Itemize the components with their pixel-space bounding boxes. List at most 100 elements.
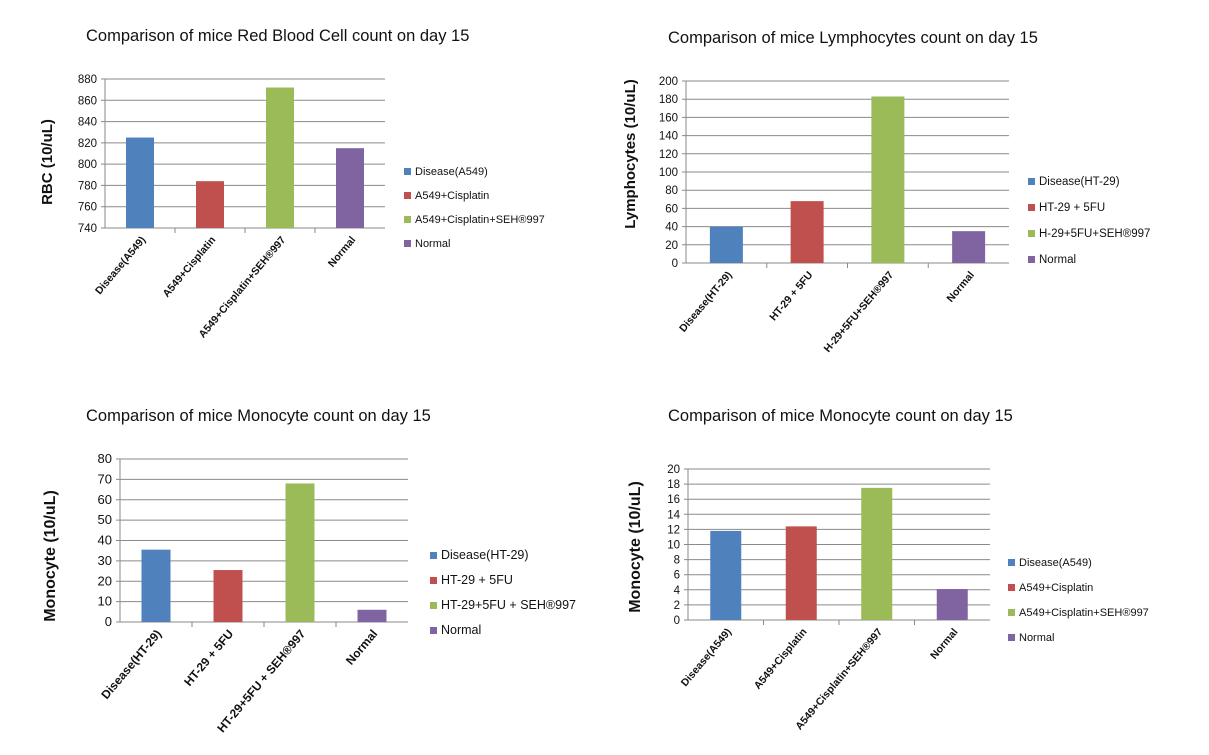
chart-title: Comparison of mice Red Blood Cell count … xyxy=(86,27,469,45)
legend-swatch xyxy=(430,552,437,559)
y-tick-label: 20 xyxy=(667,464,680,476)
x-tick-label: Normal xyxy=(928,626,960,661)
y-tick-label: 14 xyxy=(667,509,680,521)
legend-label: Disease(HT-29) xyxy=(1039,176,1120,188)
y-axis-label: Monocyte (10/uL) xyxy=(42,490,59,622)
legend-label: H-29+5FU+SEH®997 xyxy=(1039,228,1150,240)
legend-label: Normal xyxy=(415,238,450,250)
monocyte-ht29-chart-svg: Comparison of mice Monocyte count on day… xyxy=(42,407,576,735)
chart-title: Comparison of mice Monocyte count on day… xyxy=(668,407,1013,425)
rbc-chart: Comparison of mice Red Blood Cell count … xyxy=(0,0,604,377)
y-axis-label: RBC (10/uL) xyxy=(39,119,56,205)
bar xyxy=(861,487,893,620)
legend-label: HT-29 + 5FU xyxy=(441,573,513,587)
y-tick-label: 740 xyxy=(78,223,97,235)
y-tick-label: 20 xyxy=(98,573,112,588)
bar xyxy=(790,201,824,263)
y-tick-label: 120 xyxy=(659,149,678,161)
lymphocytes-chart-svg: Comparison of mice Lymphocytes count on … xyxy=(622,29,1150,355)
y-tick-label: 40 xyxy=(665,222,678,234)
y-tick-label: 800 xyxy=(78,159,97,171)
y-tick-label: 12 xyxy=(667,524,680,536)
y-tick-label: 10 xyxy=(667,540,680,552)
chart-title: Comparison of mice Monocyte count on day… xyxy=(86,407,431,425)
x-tick-label: Normal xyxy=(944,269,976,304)
y-tick-label: 0 xyxy=(674,615,680,627)
bar xyxy=(266,87,294,228)
y-tick-label: 840 xyxy=(78,117,97,129)
bar xyxy=(709,226,743,263)
y-tick-label: 880 xyxy=(78,74,97,86)
y-tick-label: 20 xyxy=(665,240,678,252)
x-tick-label: HT-29 + 5FU xyxy=(181,627,236,689)
legend-swatch xyxy=(404,192,411,199)
legend-label: Normal xyxy=(1019,632,1054,644)
bar xyxy=(357,609,387,622)
y-tick-label: 18 xyxy=(667,479,680,491)
legend-swatch xyxy=(1028,178,1035,185)
lymphocytes-chart: Comparison of mice Lymphocytes count on … xyxy=(604,0,1209,377)
y-tick-label: 70 xyxy=(98,471,112,486)
bar xyxy=(952,231,986,263)
y-tick-label: 50 xyxy=(98,512,112,527)
legend-swatch xyxy=(1008,609,1015,616)
legend-swatch xyxy=(1028,230,1035,237)
x-tick-label: HT-29 + 5FU xyxy=(767,269,815,323)
legend-label: A549+Cisplatin+SEH®997 xyxy=(415,214,545,226)
legend-swatch xyxy=(1008,584,1015,591)
bar xyxy=(126,137,154,228)
monocyte-ht29-chart: Comparison of mice Monocyte count on day… xyxy=(0,377,604,755)
bar xyxy=(285,483,315,622)
legend-swatch xyxy=(430,627,437,634)
y-tick-label: 30 xyxy=(98,553,112,568)
y-tick-label: 140 xyxy=(659,131,678,143)
y-tick-label: 80 xyxy=(665,185,678,197)
legend-swatch xyxy=(430,602,437,609)
y-tick-label: 16 xyxy=(667,494,680,506)
x-tick-label: Disease(HT-29) xyxy=(98,627,164,702)
y-tick-label: 820 xyxy=(78,138,97,150)
y-tick-label: 860 xyxy=(78,95,97,107)
legend-label: A549+Cisplatin+SEH®997 xyxy=(1019,607,1149,619)
y-tick-label: 0 xyxy=(105,614,112,629)
legend-swatch xyxy=(404,216,411,223)
legend-label: A549+Cisplatin xyxy=(415,190,489,202)
x-tick-label: A549+Cisplatin xyxy=(161,234,219,300)
x-tick-label: Normal xyxy=(326,234,358,269)
y-tick-label: 200 xyxy=(659,76,678,88)
legend-swatch xyxy=(404,240,411,247)
x-tick-label: A549+Cisplatin xyxy=(752,626,810,692)
y-tick-label: 100 xyxy=(659,167,678,179)
y-tick-label: 80 xyxy=(98,451,112,466)
legend-label: HT-29+5FU + SEH®997 xyxy=(441,598,576,612)
x-tick-label: Disease(A549) xyxy=(679,626,734,689)
bar xyxy=(196,181,224,228)
bar xyxy=(141,549,171,622)
y-tick-label: 8 xyxy=(674,555,680,567)
x-tick-label: A549+Cisplatin+SEH®997 xyxy=(793,626,885,732)
y-tick-label: 180 xyxy=(659,94,678,106)
y-tick-label: 2 xyxy=(674,600,680,612)
legend-swatch xyxy=(1028,256,1035,263)
monocyte-a549-chart: Comparison of mice Monocyte count on day… xyxy=(604,377,1209,755)
legend-swatch xyxy=(430,577,437,584)
x-tick-label: H-29+5FU+SEH®997 xyxy=(822,269,897,355)
legend-label: HT-29 + 5FU xyxy=(1039,202,1105,214)
x-tick-label: Disease(A549) xyxy=(93,234,148,297)
legend-swatch xyxy=(404,168,411,175)
monocyte-a549-chart-svg: Comparison of mice Monocyte count on day… xyxy=(627,407,1149,732)
bar xyxy=(936,589,968,620)
y-tick-label: 60 xyxy=(98,492,112,507)
y-axis-label: Lymphocytes (10/uL) xyxy=(622,79,639,228)
y-tick-label: 10 xyxy=(98,594,112,609)
x-tick-label: Disease(HT-29) xyxy=(677,269,735,334)
bar xyxy=(336,148,364,228)
plot-area: 0 2 4 6 8 10 12 14 16 18 20 Disease(A549) A549+Cispl… xyxy=(667,464,1149,732)
y-tick-label: 760 xyxy=(78,202,97,214)
y-tick-label: 160 xyxy=(659,112,678,124)
rbc-chart-svg: Comparison of mice Red Blood Cell count … xyxy=(39,27,545,340)
y-tick-label: 6 xyxy=(674,570,680,582)
legend-swatch xyxy=(1008,634,1015,641)
legend-label: Normal xyxy=(441,623,481,637)
